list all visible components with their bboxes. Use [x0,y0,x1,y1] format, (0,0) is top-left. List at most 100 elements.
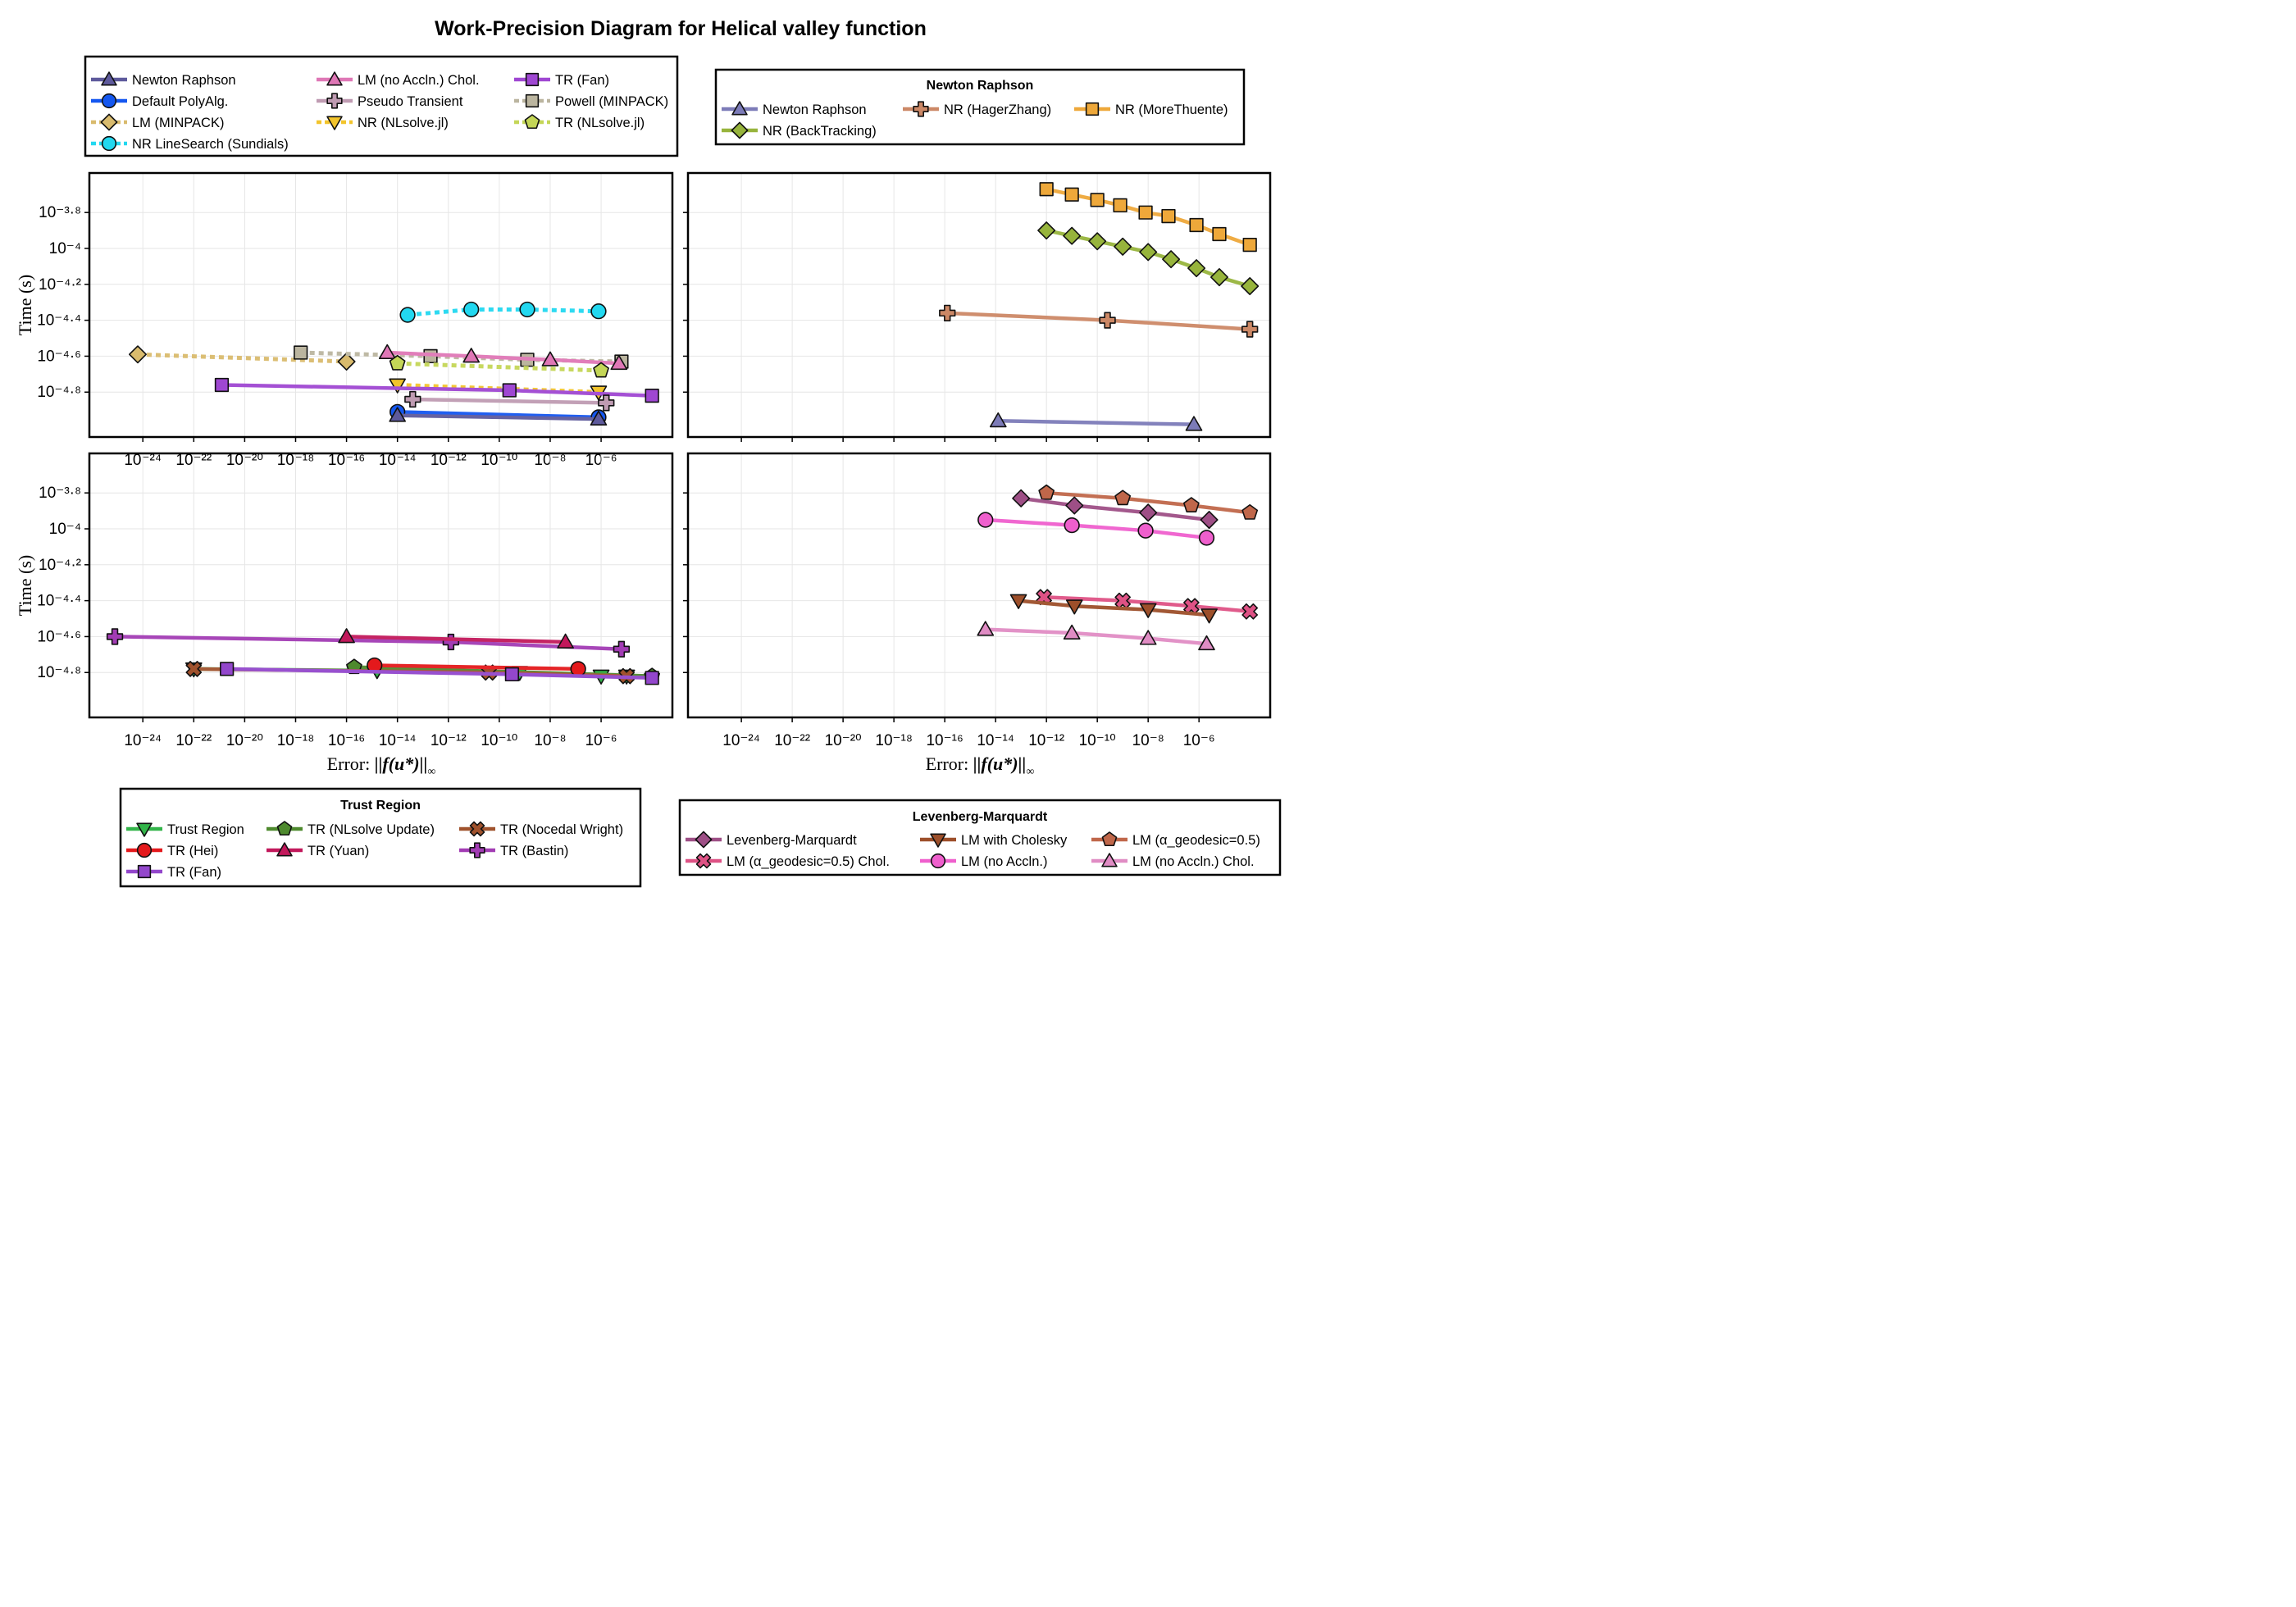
series-line [1041,594,1252,614]
x-tick-label: 10⁻¹⁶ [328,732,365,749]
legend-swatch-marker [695,831,713,849]
panel-top-left: 10⁻²⁴ 10⁻²² 10⁻²⁰ 10⁻¹⁸ 10⁻¹⁶ 10⁻¹⁴ 10⁻¹² 10⁻¹⁰… [37,171,674,469]
data-point [1200,511,1219,530]
data-point [1037,221,1056,240]
legend-entry-nr-morethuente: NR (MoreThuente) [1074,102,1228,117]
data-point [1198,530,1215,546]
series-lm-geodesic-0-5 [1038,484,1259,520]
data-point [1065,496,1084,515]
data-point [389,407,407,422]
x-tick-label: 10⁻¹⁰ [481,732,517,749]
series-line [407,307,599,317]
series-line [395,413,601,421]
legend-label: TR (Nocedal Wright) [500,822,623,837]
legend-entry-tr-fan: TR (Fan) [126,864,221,880]
data-point [389,378,407,394]
data-point [106,628,124,645]
data-point [1139,503,1158,522]
data-point [462,348,481,363]
series-nr-linesearch-sundials [399,301,607,323]
x-tick-label: 10⁻²² [774,732,810,749]
legend-frame [678,799,1282,876]
legend-label: Pseudo Transient [358,94,463,109]
x-tick-label: 10⁻⁶ [1183,732,1215,749]
legend-entry-lm-minpack: LM (MINPACK) [91,113,224,131]
series-lm-no-accln-chol [977,621,1215,651]
data-point [939,304,956,322]
series-pseudo-transient [404,390,615,412]
axis-ticks: 10⁻²⁴ 10⁻²² 10⁻²⁰ 10⁻¹⁸ 10⁻¹⁶ 10⁻¹⁴ 10⁻¹² 10⁻¹⁰… [683,492,1215,749]
legend-levenberg-marquardt: Levenberg-Marquardt Levenberg-Marquardt LM… [678,799,1282,876]
legend-entry-pseudo-transient: Pseudo Transient [317,93,463,109]
data-point [1161,208,1176,224]
legend-label: LM (no Accln.) [961,854,1047,869]
y-tick-label: 10⁻⁴·² [39,557,81,574]
legend-label: LM with Cholesky [961,833,1068,848]
series-line [983,517,1209,540]
data-point [1200,608,1218,624]
data-point [1139,603,1157,618]
x-tick-label: 10⁻¹⁸ [277,732,315,749]
series-line [385,350,622,366]
legend-entry-newton-raphson: Newton Raphson [91,71,236,88]
data-point [1090,193,1105,207]
legend-swatch-marker [100,113,118,131]
data-point [1063,226,1082,245]
x-tick-label: 10⁻²⁰ [825,732,862,749]
legend-label: NR LineSearch (Sundials) [132,137,289,152]
data-point [1241,276,1260,296]
svg-text:Time (s): Time (s) [15,275,35,335]
legend-entry-default-polyalg: Default PolyAlg. [91,93,228,109]
series-line [137,352,347,364]
legend-label: LM (MINPACK) [132,116,224,130]
data-point [1198,635,1215,651]
y-tick-label: 10⁻⁴·⁸ [37,384,81,401]
legend-label: LM (α_geodesic=0.5) Chol. [727,854,890,869]
x-tick-label: 10⁻¹⁴ [379,732,417,749]
y-tick-label: 10⁻⁴·⁶ [38,628,81,645]
data-point [502,383,517,398]
legend-swatch-marker [137,864,152,879]
legend-swatch-marker [101,93,117,109]
panel-top-right [683,171,1272,442]
legend-swatch-marker [930,833,946,848]
legend-entry-tr-nlsolve-update: TR (NLsolve Update) [266,821,435,837]
data-point [541,351,559,366]
series-tr-fan [220,662,659,685]
y-tick-label: 10⁻³·⁸ [39,485,81,502]
x-tick-label: 10⁻¹⁶ [926,732,963,749]
data-point [404,390,421,408]
series-line [983,627,1209,646]
legend-label: LM (no Accln.) Chol. [358,73,480,88]
y-tick-label: 10⁻³·⁸ [39,204,81,221]
legend-swatch-marker [326,116,343,130]
series-newton-raphson [989,412,1203,431]
data-point [1139,630,1157,645]
legend-frame [84,55,679,157]
x-tick-label: 10⁻¹² [1028,732,1064,749]
legend-swatch-marker [731,121,749,139]
data-point [1099,312,1116,329]
legend-entry-tr-nlsolve-jl: TR (NLsolve.jl) [514,114,645,130]
series-lm-with-cholesky [1009,594,1218,624]
data-point [593,362,609,378]
panel-frame [686,171,1272,439]
data-point [220,662,235,676]
series-lm-no-accln-chol [378,344,628,371]
data-point [1185,416,1203,431]
legend-entry-tr-hei: TR (Hei) [126,842,218,858]
legend-label: TR (Fan) [167,865,221,880]
axis-ticks: 10⁻²⁴ 10⁻²² 10⁻²⁰ 10⁻¹⁸ 10⁻¹⁶ 10⁻¹⁴ 10⁻¹² 10⁻¹⁰… [37,485,617,749]
data-point [1210,268,1228,287]
data-point [1012,489,1031,508]
data-point [1113,198,1128,213]
series-line [372,663,581,671]
legend-label: TR (Yuan) [308,844,369,858]
data-point [1212,226,1227,242]
y-axis-label-bottom: Time (s) [15,555,35,616]
x-tick-label: 10⁻¹⁴ [977,732,1014,749]
legend-swatch-marker [326,93,343,109]
legend-label: Newton Raphson [763,102,867,117]
legend-swatch-marker [469,821,485,837]
data-point [214,377,230,393]
